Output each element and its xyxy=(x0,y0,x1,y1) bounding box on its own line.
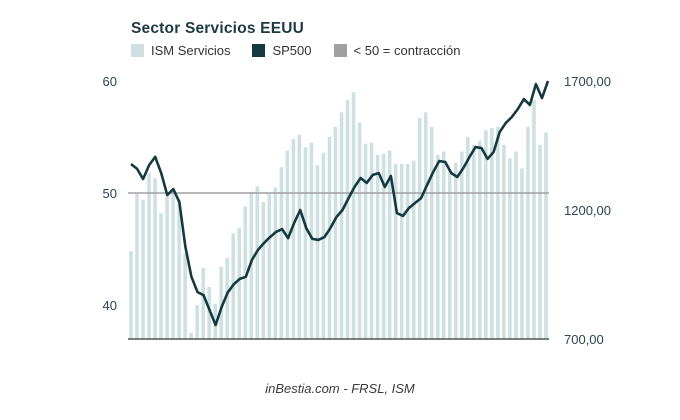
ism-bar xyxy=(538,144,542,339)
ism-bar xyxy=(357,122,362,339)
legend-swatch-sp500 xyxy=(252,44,266,57)
ism-bar xyxy=(441,151,446,339)
sp500-line xyxy=(130,80,550,327)
ism-bar xyxy=(159,213,163,339)
ism-bar xyxy=(502,144,506,339)
ism-bar xyxy=(339,112,344,339)
legend: ISM Servicios SP500 < 50 = contracción xyxy=(131,43,482,58)
ism-bar xyxy=(411,160,416,339)
ism-bar xyxy=(363,143,368,339)
ism-bar xyxy=(207,287,211,339)
ism-bar xyxy=(183,253,187,339)
ism-bar xyxy=(177,199,181,339)
ism-bar xyxy=(165,196,169,339)
ism-bar xyxy=(297,134,302,339)
ism-bar xyxy=(369,142,374,339)
ism-bar xyxy=(279,167,284,339)
legend-item-contraction: < 50 = contracción xyxy=(333,43,461,58)
ism-bar xyxy=(129,251,133,339)
ism-bar xyxy=(405,163,410,339)
ism-bar xyxy=(351,92,356,339)
ism-bar xyxy=(243,206,248,339)
left-tick-label: 40 xyxy=(103,298,117,313)
ism-bar xyxy=(447,169,452,339)
ism-bar xyxy=(285,150,290,339)
ism-bar xyxy=(544,132,548,339)
ism-bar xyxy=(147,172,151,339)
right-tick-label: 1200,00 xyxy=(564,203,611,218)
source-caption: inBestia.com - FRSL, ISM xyxy=(265,381,415,396)
left-tick-label: 60 xyxy=(103,74,117,89)
ism-bar xyxy=(189,333,193,339)
legend-swatch-contraction xyxy=(333,44,347,57)
ism-bar xyxy=(393,163,398,339)
ism-bar xyxy=(267,194,272,339)
ism-bar xyxy=(345,100,350,339)
ism-bar xyxy=(453,162,458,339)
chart-title: Sector Servicios EEUU xyxy=(131,20,305,37)
ism-bar xyxy=(508,158,512,339)
ism-bar xyxy=(429,126,434,339)
ism-bar xyxy=(315,165,320,339)
ism-bar xyxy=(135,194,139,339)
ism-bar xyxy=(141,199,145,339)
right-axis-ticks: 1700,00 1200,00 700,00 xyxy=(564,74,611,347)
ism-bar xyxy=(435,154,440,339)
right-tick-label: 700,00 xyxy=(564,332,604,347)
ism-bar xyxy=(273,187,278,339)
ism-bar xyxy=(423,112,428,339)
ism-bar xyxy=(417,117,422,340)
ism-bar xyxy=(171,191,175,339)
ism-bar xyxy=(309,142,314,339)
ism-bar xyxy=(261,201,266,339)
ism-bar xyxy=(225,257,230,339)
ism-bar xyxy=(526,126,530,339)
ism-bar xyxy=(291,139,296,339)
ism-bar xyxy=(490,128,494,339)
legend-swatch-ism xyxy=(131,44,144,57)
ism-bar xyxy=(303,147,308,339)
ism-bar xyxy=(484,130,488,339)
ism-bar xyxy=(520,168,524,339)
ism-bar xyxy=(466,137,470,339)
ism-bar xyxy=(399,163,404,339)
ism-bar xyxy=(237,227,242,339)
ism-bar xyxy=(327,137,332,339)
ism-bar xyxy=(478,140,482,339)
legend-label-sp500: SP500 xyxy=(272,43,312,58)
ism-bar xyxy=(472,144,476,339)
legend-item-ism: ISM Servicios xyxy=(131,43,230,58)
ism-bar xyxy=(195,305,199,339)
ism-bar xyxy=(460,151,464,339)
ism-bar xyxy=(375,154,380,339)
ism-bar xyxy=(333,126,338,339)
left-axis-ticks: 60 50 40 xyxy=(103,74,117,313)
ism-bar xyxy=(496,126,500,339)
ism-bar xyxy=(153,178,157,339)
right-tick-label: 1700,00 xyxy=(564,74,611,89)
left-tick-label: 50 xyxy=(103,186,117,201)
ism-bar xyxy=(532,100,536,339)
ism-bar xyxy=(321,152,326,339)
legend-label-ism: ISM Servicios xyxy=(151,43,231,58)
ism-bar xyxy=(255,186,260,339)
ism-bar xyxy=(387,150,392,339)
legend-item-sp500: SP500 xyxy=(252,43,312,58)
legend-label-contraction: < 50 = contracción xyxy=(353,43,461,58)
ism-bar xyxy=(201,268,205,339)
ism-bar xyxy=(514,151,518,339)
ism-bar xyxy=(219,266,224,339)
ism-bar xyxy=(381,153,386,339)
